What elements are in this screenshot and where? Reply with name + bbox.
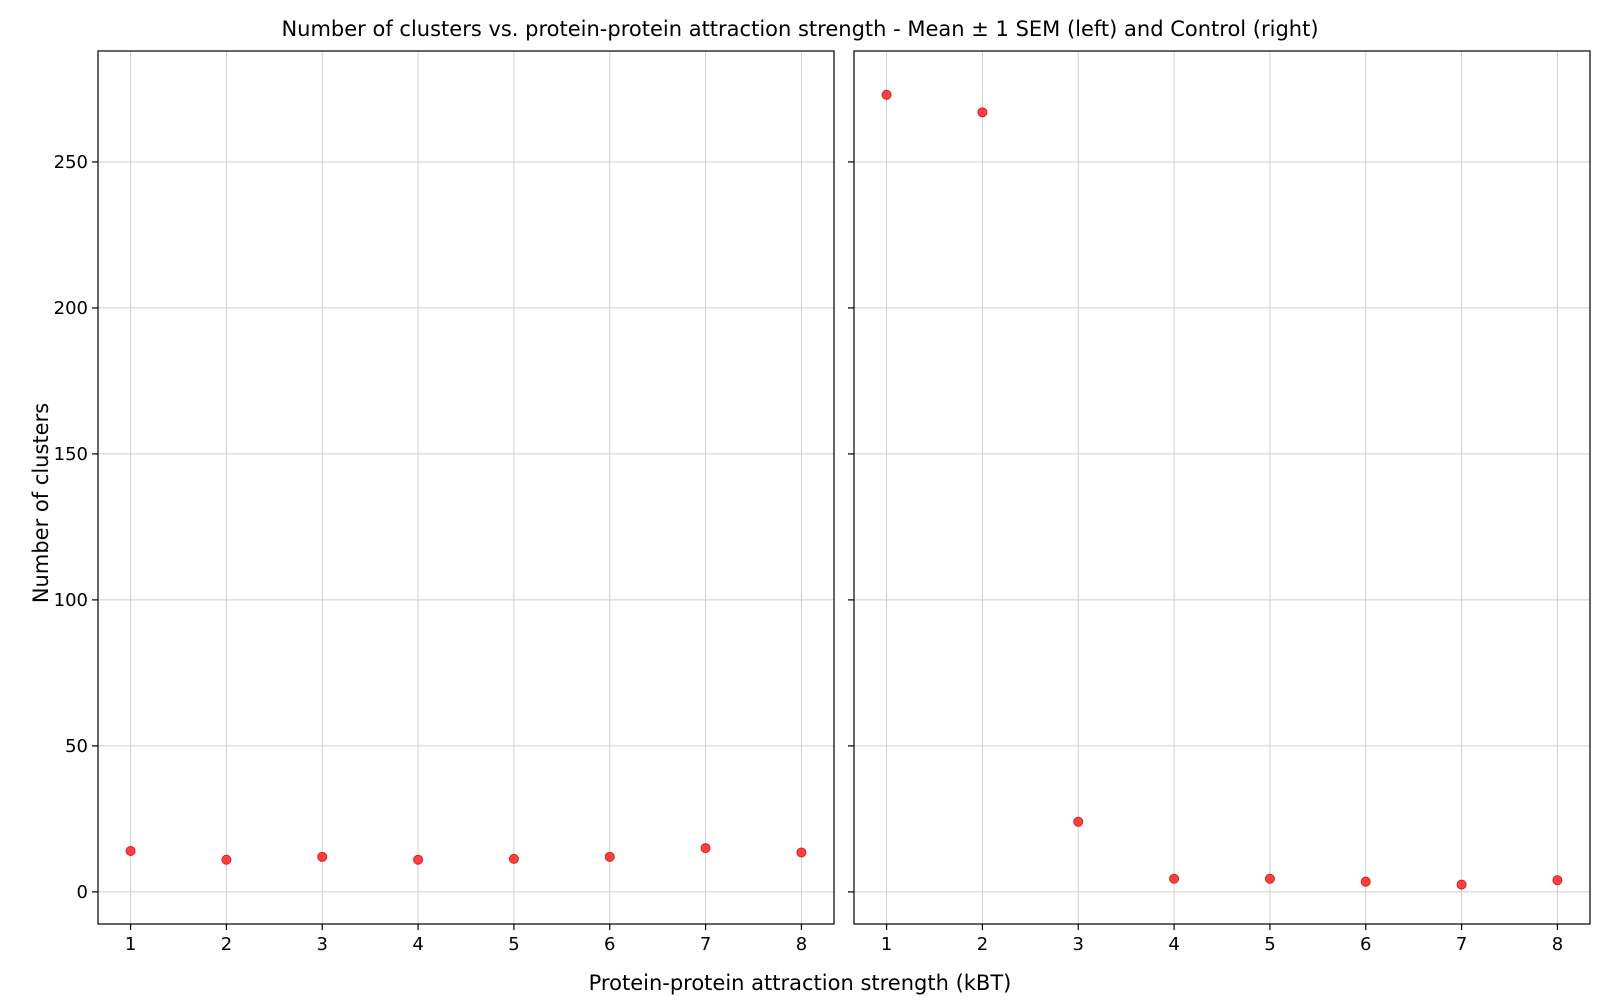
x-tick-label: 4 <box>1168 934 1179 955</box>
data-point <box>125 846 136 857</box>
data-point <box>977 107 988 118</box>
left-panel: 1 2 3 4 5 6 7 8 0 50 100 150 200 250 <box>54 50 835 955</box>
x-tick-label: 1 <box>881 934 892 955</box>
right-panel: 1 2 3 4 5 6 7 8 <box>848 50 1591 955</box>
x-tick-label: 3 <box>1073 934 1084 955</box>
x-axis-label: Protein-protein attraction strength (kBT… <box>589 971 1012 995</box>
data-point <box>1456 879 1467 890</box>
x-tick-label: 3 <box>317 934 328 955</box>
x-tick-label: 1 <box>125 934 136 955</box>
data-point <box>881 89 892 100</box>
x-tick-label: 5 <box>1264 934 1275 955</box>
data-point <box>796 847 807 858</box>
plot-frame <box>97 50 835 925</box>
x-tick-label: 7 <box>700 934 711 955</box>
data-point <box>1264 873 1275 884</box>
data-point <box>604 851 615 862</box>
data-point <box>508 853 519 864</box>
x-tick-label: 5 <box>508 934 519 955</box>
x-tick-label: 6 <box>1360 934 1371 955</box>
chart-title: Number of clusters vs. protein-protein a… <box>281 17 1318 41</box>
plot-frame <box>853 50 1591 925</box>
x-tick-label: 6 <box>604 934 615 955</box>
x-tick-label: 8 <box>796 934 807 955</box>
data-point <box>221 854 232 865</box>
y-axis-label: Number of clusters <box>29 403 53 603</box>
x-tick-label: 4 <box>412 934 423 955</box>
x-tick-label: 8 <box>1552 934 1563 955</box>
y-tick-label: 100 <box>54 590 88 611</box>
data-point <box>413 854 424 865</box>
y-tick-label: 150 <box>54 444 88 465</box>
x-tick-label: 7 <box>1456 934 1467 955</box>
data-point <box>1552 875 1563 886</box>
data-point <box>700 843 711 854</box>
y-tick-label: 0 <box>77 882 88 903</box>
data-point <box>1360 876 1371 887</box>
x-tick-label: 2 <box>221 934 232 955</box>
data-point <box>317 851 328 862</box>
y-tick-label: 50 <box>65 736 88 757</box>
data-point <box>1073 816 1084 827</box>
y-tick-label: 250 <box>54 152 88 173</box>
y-tick-label: 200 <box>54 298 88 319</box>
data-point <box>1169 873 1180 884</box>
x-tick-label: 2 <box>977 934 988 955</box>
